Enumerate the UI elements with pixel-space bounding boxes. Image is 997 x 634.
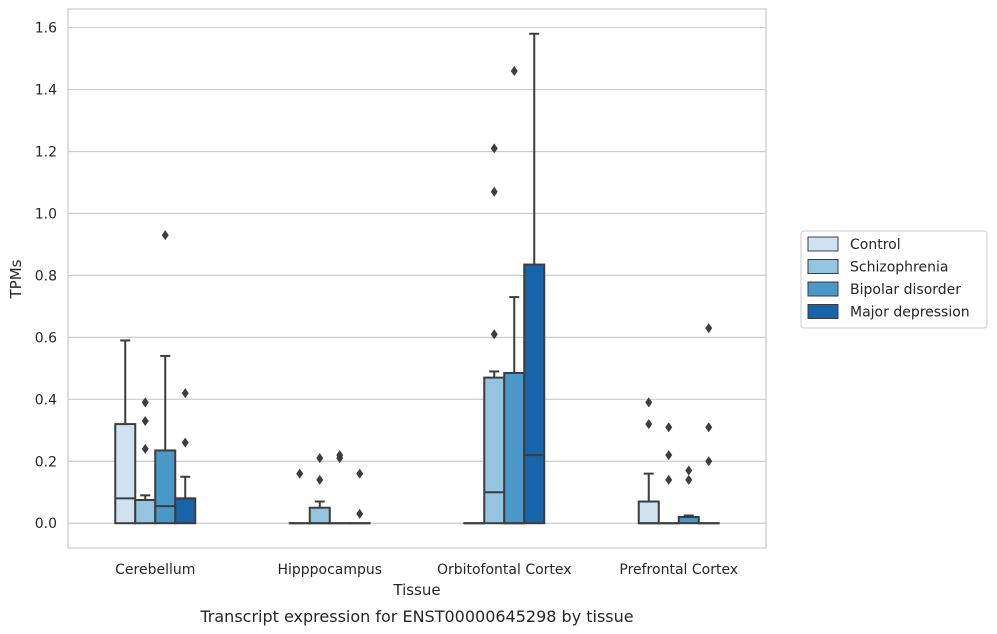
outlier-point (336, 450, 344, 461)
box-body (154, 449, 177, 525)
box-plot-marks (114, 32, 720, 525)
outlier-point (645, 397, 653, 408)
box-major-depression-prefrontal-cortex (697, 323, 720, 525)
box-body (523, 263, 546, 525)
outlier-point (705, 456, 713, 467)
outlier-point (296, 468, 304, 479)
legend-swatch-control (807, 236, 839, 252)
outlier-point (161, 230, 169, 241)
x-tick-label: Orbitofontal Cortex (437, 562, 572, 578)
y-tick-label: 0.0 (35, 516, 57, 532)
legend-label-bipolar-disorder: Bipolar disorder (850, 282, 961, 298)
plot-frame (67, 8, 767, 549)
box-body (637, 500, 660, 525)
box-bipolar-disorder-hipppocampus (328, 450, 351, 525)
outlier-point (490, 143, 498, 154)
outlier-point (665, 474, 673, 485)
box-body (503, 371, 526, 525)
gridlines (68, 26, 766, 524)
y-tick-label: 0.2 (35, 454, 57, 470)
y-tick-labels: 0.0 0.2 0.4 0.6 0.8 1.0 1.2 1.4 1.6 (35, 21, 57, 533)
box-bipolar-disorder-cerebellum (154, 230, 177, 525)
legend-swatch-bipolar-disorder (807, 281, 839, 297)
legend-label-schizophrenia: Schizophrenia (850, 260, 948, 276)
outlier-point (181, 388, 189, 399)
x-tick-label: Prefrontal Cortex (619, 562, 738, 578)
y-tick-label: 0.6 (35, 330, 57, 346)
box-body (114, 423, 137, 525)
x-tick-labels: Cerebellum Hipppocampus Orbitofontal Corte… (115, 562, 738, 578)
outlier-point (645, 419, 653, 430)
box-control-hipppocampus (288, 468, 311, 525)
box-control-prefrontal-cortex (637, 397, 660, 525)
box-body (483, 376, 506, 525)
box-major-depression-hipppocampus (348, 468, 371, 525)
box-body (308, 506, 331, 525)
x-tick-label: Cerebellum (115, 562, 195, 578)
legend: Control Schizophrenia Bipolar disorder Majo… (800, 230, 988, 329)
y-tick-label: 1.2 (35, 144, 57, 160)
chart-caption: Transcript expression for ENST0000064529… (199, 607, 633, 626)
outlier-point (356, 468, 364, 479)
y-tick-label: 1.6 (35, 21, 57, 37)
y-tick-label: 1.4 (35, 83, 57, 99)
legend-label-major-depression: Major depression (850, 305, 970, 321)
legend-frame (800, 230, 988, 329)
outlier-point (181, 437, 189, 448)
box-schizophrenia-orbitofontal-cortex (483, 143, 506, 525)
outlier-point (141, 415, 149, 426)
box-body (174, 497, 197, 525)
y-tick-label: 1.0 (35, 206, 57, 222)
box-schizophrenia-prefrontal-cortex (657, 422, 680, 525)
outlier-point (705, 323, 713, 334)
box-schizophrenia-cerebellum (134, 397, 157, 525)
outlier-point (141, 443, 149, 454)
outlier-point (510, 65, 518, 76)
y-axis-label: TPMs (7, 259, 25, 299)
outlier-point (705, 422, 713, 433)
outlier-point (665, 450, 673, 461)
box-major-depression-orbitofontal-cortex (523, 32, 546, 525)
x-axis-label: Tissue (392, 581, 440, 599)
box-schizophrenia-hipppocampus (308, 453, 331, 525)
outlier-point (665, 422, 673, 433)
outlier-point (685, 465, 693, 476)
box-body (134, 498, 157, 525)
outlier-point (490, 186, 498, 197)
outlier-point (316, 453, 324, 464)
box-control-cerebellum (114, 339, 137, 525)
legend-swatch-major-depression (807, 304, 839, 319)
y-tick-label: 0.8 (35, 268, 57, 284)
box-bipolar-disorder-orbitofontal-cortex (503, 65, 526, 525)
legend-label-control: Control (850, 237, 901, 253)
outlier-point (490, 329, 498, 340)
outlier-point (685, 474, 693, 485)
box-bipolar-disorder-prefrontal-cortex (677, 465, 700, 525)
y-tick-label: 0.4 (35, 392, 57, 408)
outlier-point (141, 397, 149, 408)
x-tick-label: Hipppocampus (277, 562, 382, 578)
outlier-point (316, 474, 324, 485)
outlier-point (356, 508, 364, 519)
box-major-depression-cerebellum (174, 388, 197, 525)
legend-swatch-schizophrenia (807, 259, 839, 274)
